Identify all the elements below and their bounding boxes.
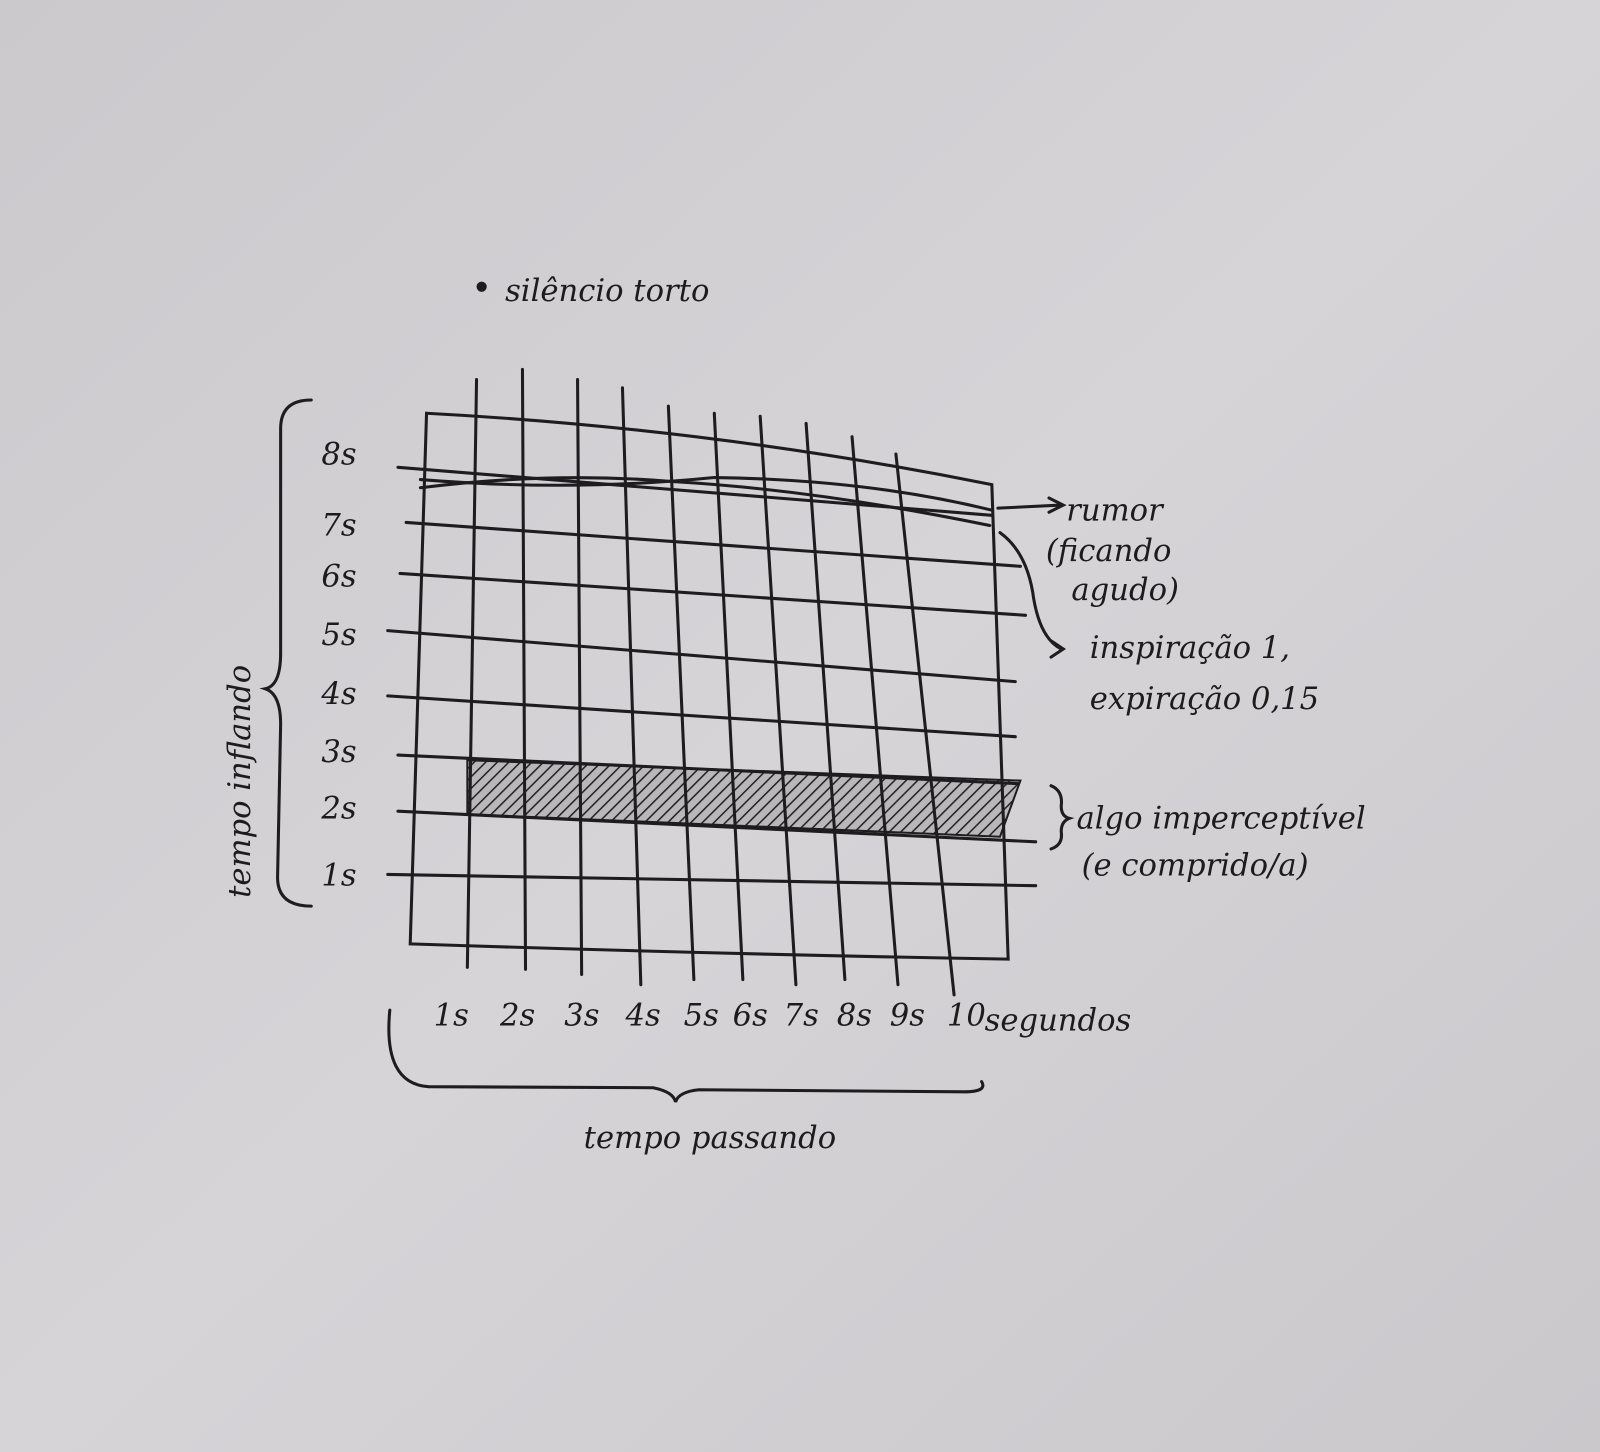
grid-line [758, 414, 798, 987]
annotation: expiração 0,15 [1090, 682, 1319, 717]
grid-line [396, 753, 1020, 786]
grid-line [386, 629, 1017, 684]
annotation: rumor [1066, 493, 1165, 528]
x-tick-label: 4s [625, 998, 661, 1033]
grid-line [620, 386, 643, 987]
x-axis-unit: segundos [985, 1004, 1132, 1039]
grid-line [576, 378, 584, 976]
y-tick-label: 4s [320, 677, 356, 712]
y-brace [259, 398, 313, 908]
y-tick-label: 5s [321, 618, 356, 653]
bracket [1049, 784, 1075, 851]
grid-line [850, 435, 900, 987]
y-tick-label: 1s [321, 859, 356, 894]
title: silêncio torto [505, 274, 709, 309]
y-tick-label: 3s [321, 735, 356, 770]
arrow [998, 531, 1067, 659]
grid-line [894, 452, 956, 997]
annotation: (e comprido/a) [1082, 848, 1309, 883]
grid-frame [408, 411, 1010, 961]
rumor-line [418, 476, 994, 512]
x-tick-label: 10 [947, 998, 986, 1033]
grid-line [396, 465, 994, 517]
annotation: agudo) [1071, 573, 1179, 608]
y-tick-label: 7s [321, 509, 356, 544]
x-tick-label: 8s [837, 998, 872, 1033]
x-tick-label: 3s [564, 998, 599, 1033]
annotation: inspiração 1, [1090, 631, 1290, 666]
arrow [996, 496, 1067, 514]
annotation: algo imperceptível [1077, 802, 1366, 837]
y-axis-label: tempo inflando [223, 665, 258, 898]
x-tick-label: 9s [890, 998, 925, 1033]
x-tick-label: 6s [733, 998, 768, 1033]
grid-line [386, 872, 1038, 888]
grid-line [712, 411, 745, 982]
grid-line [396, 809, 1038, 844]
grid-line [520, 367, 528, 971]
x-axis-label: tempo passando [584, 1121, 836, 1156]
x-tick-label: 7s [784, 998, 819, 1033]
annotation: (ficando [1046, 534, 1171, 569]
grid-line [666, 404, 696, 982]
y-tick-label: 8s [321, 437, 356, 472]
y-tick-label: 2s [320, 791, 356, 826]
bullet [476, 281, 487, 292]
grid-line [398, 571, 1028, 617]
grid-line [465, 378, 479, 969]
grid-line [404, 520, 1022, 568]
y-tick-label: 6s [321, 560, 356, 595]
x-tick-label: 1s [434, 998, 469, 1033]
x-tick-label: 5s [684, 998, 719, 1033]
x-brace [387, 1008, 985, 1103]
grid [386, 367, 1038, 997]
x-tick-label: 2s [499, 998, 535, 1033]
grid-line [804, 421, 847, 982]
grid-line [386, 694, 1017, 739]
